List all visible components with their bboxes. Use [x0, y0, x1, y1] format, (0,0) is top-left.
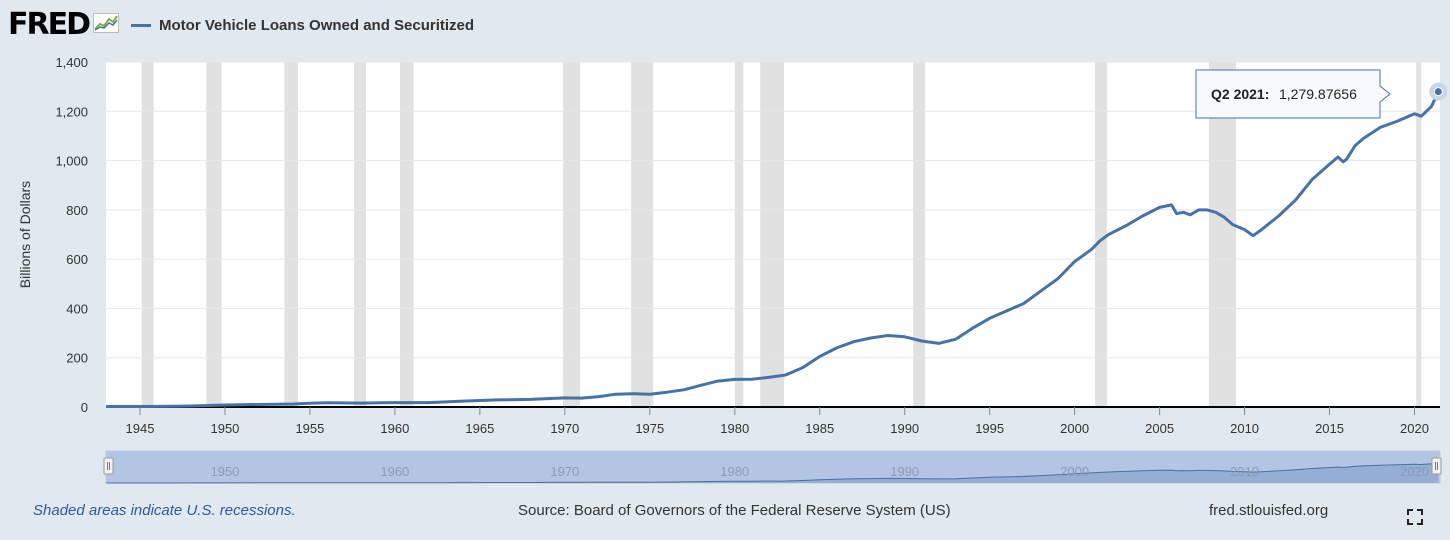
tooltip-box: [1195, 69, 1391, 119]
x-tick-label: 1950: [210, 421, 239, 436]
navigator-line: [106, 462, 1439, 484]
x-tick-label: 1990: [890, 421, 919, 436]
recession-band: [1208, 62, 1237, 407]
series-line: [106, 90, 1440, 408]
y-tick-label: 1,400: [55, 55, 88, 70]
y-tick-label: 0: [81, 400, 88, 415]
recession-band: [563, 62, 581, 407]
navigator-label: 1960: [380, 464, 409, 479]
x-tick-label: 2010: [1230, 421, 1259, 436]
line-chart[interactable]: 0 200 400 600 800 1,000 1,200 1,400 1945 1950 1955…: [0, 0, 1450, 500]
recessions-note: Shaded areas indicate U.S. recessions.: [33, 502, 296, 519]
fullscreen-icon[interactable]: [1406, 508, 1424, 526]
x-tick-label: 1970: [550, 421, 579, 436]
recession-band: [354, 62, 367, 407]
navigator-label: 2010: [1230, 464, 1259, 479]
recession-band: [1095, 62, 1107, 407]
y-tick-label: 200: [66, 351, 88, 366]
x-tick-label: 1985: [805, 421, 834, 436]
x-tick-label: 2000: [1060, 421, 1089, 436]
recession-band: [913, 62, 926, 407]
y-tick-label: 600: [66, 252, 88, 267]
recession-band: [399, 62, 414, 407]
tooltip-value: 1,279.87656: [1279, 86, 1357, 102]
legend-swatch: [131, 23, 151, 27]
y-tick-label: 800: [66, 203, 88, 218]
chart-legend: Motor Vehicle Loans Owned and Securitize…: [131, 17, 474, 34]
x-tick-label: 2020: [1400, 421, 1429, 436]
source-note: Source: Board of Governors of the Federa…: [518, 502, 951, 519]
x-tick-label: 1975: [635, 421, 664, 436]
recession-band: [206, 62, 222, 407]
fred-logo[interactable]: FRED: [8, 7, 91, 42]
x-tick-label: 2005: [1145, 421, 1174, 436]
x-tick-label: 1995: [975, 421, 1004, 436]
navigator-label: 2000: [1060, 464, 1089, 479]
y-tick-label: 400: [66, 301, 88, 316]
navigator-label: 1990: [890, 464, 919, 479]
y-tick-label: 1,200: [55, 104, 88, 119]
y-tick-label: 1,000: [55, 154, 88, 169]
x-tick-label: 1955: [295, 421, 324, 436]
site-url[interactable]: fred.stlouisfed.org: [1209, 502, 1329, 519]
hover-point: [1433, 87, 1443, 97]
navigator-area: [106, 462, 1439, 483]
recession-band: [141, 62, 154, 407]
x-tick-label: 1960: [380, 421, 409, 436]
navigator-handle[interactable]: [1431, 457, 1442, 475]
recession-band: [631, 62, 654, 407]
navigator-label: 1950: [210, 464, 239, 479]
recession-band: [284, 62, 299, 407]
recession-band: [734, 62, 744, 407]
x-tick-label: 1945: [126, 421, 155, 436]
navigator-label: 1970: [550, 464, 579, 479]
line-chart-icon: [93, 12, 119, 38]
recession-band: [760, 62, 785, 407]
recession-band: [1416, 62, 1422, 407]
tooltip[interactable]: Q2 2021: 1,279.87656: [1195, 69, 1391, 119]
legend-label: Motor Vehicle Loans Owned and Securitize…: [159, 16, 475, 34]
x-tick-label: 2015: [1315, 421, 1344, 436]
navigator-handle[interactable]: [103, 457, 114, 475]
chart-header: FRED Motor Vehicle Loans Owned and Secur…: [8, 8, 474, 42]
x-tick-label: 1980: [720, 421, 749, 436]
navigator-label: 2020: [1400, 464, 1429, 479]
tooltip-date: Q2 2021:: [1211, 86, 1269, 102]
x-tick-label: 1965: [465, 421, 494, 436]
navigator-label: 1980: [720, 464, 749, 479]
y-axis-label: Billions of Dollars: [17, 181, 33, 288]
